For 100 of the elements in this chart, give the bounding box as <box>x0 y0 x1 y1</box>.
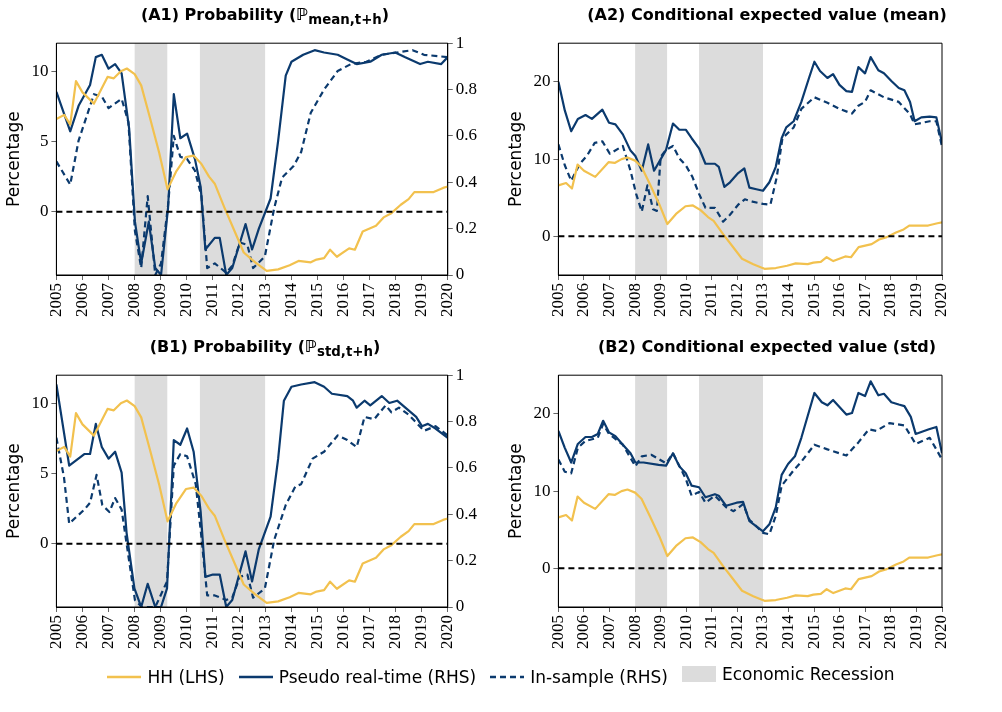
y-tick-label: 0 <box>39 201 49 221</box>
x-tick-label: 2008 <box>124 615 144 649</box>
x-tick-label: 2007 <box>98 282 118 317</box>
y-tick-label: 20 <box>533 403 551 423</box>
legend-label: In-sample (RHS) <box>530 667 668 687</box>
x-tick-label: 2006 <box>573 615 593 649</box>
y-tick-label: 0 <box>541 557 551 577</box>
x-tick-label: 2016 <box>829 283 849 317</box>
y2-tick-label: 1 <box>455 364 465 384</box>
legend-label: Pseudo real-time (RHS) <box>278 667 477 687</box>
y2-tick-label: 0.2 <box>455 550 477 570</box>
y-tick-label: 10 <box>31 60 49 80</box>
x-tick-label: 2016 <box>332 283 352 317</box>
y-axis-title: Percentage <box>2 443 23 539</box>
chart-title: (A1) Probability (ℙ$_{mean,t+h}$) <box>139 4 391 30</box>
x-tick-label: 2015 <box>306 283 326 317</box>
x-tick-label: 2020 <box>931 283 951 317</box>
y2-tick-label: 0 <box>455 596 465 616</box>
y-tick-label: 20 <box>533 71 551 91</box>
x-tick-label: 2012 <box>726 615 746 649</box>
y-tick-label: 5 <box>39 463 49 483</box>
x-tick-label: 2014 <box>280 614 300 649</box>
x-tick-label: 2015 <box>306 615 326 649</box>
x-tick-label: 2011 <box>202 615 222 649</box>
x-tick-label: 2012 <box>228 283 248 317</box>
x-tick-label: 2011 <box>202 283 222 317</box>
x-tick-label: 2019 <box>411 283 431 317</box>
y2-tick-label: 0.8 <box>455 411 477 431</box>
x-tick-label: 2006 <box>71 615 91 649</box>
x-tick-label: 2005 <box>45 615 65 649</box>
x-tick-label: 2010 <box>675 615 695 649</box>
y-tick-label: 0 <box>541 225 551 245</box>
chart-title: (A2) Conditional expected value (mean) <box>586 4 948 26</box>
x-tick-label: 2019 <box>411 615 431 649</box>
x-tick-label: 2017 <box>358 614 378 649</box>
x-tick-label: 2010 <box>176 283 196 317</box>
x-tick-label: 2009 <box>650 283 670 317</box>
y2-tick-label: 0.6 <box>455 125 477 145</box>
y2-tick-label: 0 <box>455 264 465 284</box>
x-tick-label: 2014 <box>778 282 798 317</box>
x-tick-label: 2009 <box>150 283 170 317</box>
y-axis-title: Percentage <box>504 443 525 539</box>
chart-title: (B1) Probability (ℙ$_{std,t+h}$) <box>148 336 382 362</box>
y2-tick-label: 0.6 <box>455 457 477 477</box>
x-tick-label: 2018 <box>385 283 405 317</box>
y2-tick-label: 0.4 <box>455 171 478 191</box>
y-tick-label: 0 <box>39 533 49 553</box>
y2-tick-label: 0.2 <box>455 218 477 238</box>
y2-tick-label: 0.4 <box>455 503 478 523</box>
x-tick-label: 2007 <box>98 614 118 649</box>
x-tick-label: 2006 <box>573 283 593 317</box>
y-axis-title: Percentage <box>504 111 525 207</box>
x-tick-label: 2020 <box>437 615 457 649</box>
x-tick-label: 2015 <box>803 283 823 317</box>
legend-label: Economic Recession <box>721 664 895 684</box>
x-tick-label: 2020 <box>931 615 951 649</box>
x-tick-label: 2011 <box>701 615 721 649</box>
x-tick-label: 2013 <box>254 615 274 649</box>
x-tick-label: 2006 <box>71 283 91 317</box>
x-tick-label: 2015 <box>803 615 823 649</box>
x-tick-label: 2013 <box>254 283 274 317</box>
x-tick-label: 2020 <box>437 283 457 317</box>
x-tick-label: 2014 <box>280 282 300 317</box>
legend-label: HH (LHS) <box>147 667 225 687</box>
x-tick-label: 2016 <box>829 615 849 649</box>
x-tick-label: 2005 <box>547 283 567 317</box>
x-tick-label: 2009 <box>650 615 670 649</box>
y2-tick-label: 0.8 <box>455 79 477 99</box>
y-tick-label: 5 <box>39 131 49 151</box>
y-tick-label: 10 <box>31 392 49 412</box>
x-tick-label: 2008 <box>124 283 144 317</box>
x-tick-label: 2005 <box>547 615 567 649</box>
x-tick-label: 2013 <box>752 283 772 317</box>
x-tick-label: 2012 <box>726 283 746 317</box>
x-tick-label: 2017 <box>854 282 874 317</box>
x-tick-label: 2012 <box>228 615 248 649</box>
x-tick-label: 2011 <box>701 283 721 317</box>
x-tick-label: 2008 <box>624 283 644 317</box>
x-tick-label: 2008 <box>624 615 644 649</box>
y-axis-title: Percentage <box>2 111 23 207</box>
x-tick-label: 2010 <box>675 283 695 317</box>
x-tick-label: 2019 <box>905 283 925 317</box>
chart-title: (B2) Conditional expected value (std) <box>596 336 938 358</box>
x-tick-label: 2005 <box>45 283 65 317</box>
x-tick-label: 2016 <box>332 615 352 649</box>
x-tick-label: 2013 <box>752 615 772 649</box>
x-tick-label: 2018 <box>880 283 900 317</box>
x-tick-label: 2007 <box>599 614 619 649</box>
y-tick-label: 10 <box>533 148 551 168</box>
y2-tick-label: 1 <box>455 32 465 52</box>
x-tick-label: 2010 <box>176 615 196 649</box>
x-tick-label: 2017 <box>358 282 378 317</box>
x-tick-label: 2009 <box>150 615 170 649</box>
x-tick-label: 2019 <box>905 615 925 649</box>
x-tick-label: 2007 <box>599 282 619 317</box>
x-tick-label: 2018 <box>385 615 405 649</box>
x-tick-label: 2014 <box>778 614 798 649</box>
x-tick-label: 2018 <box>880 615 900 649</box>
y-tick-label: 10 <box>533 480 551 500</box>
x-tick-label: 2017 <box>854 614 874 649</box>
